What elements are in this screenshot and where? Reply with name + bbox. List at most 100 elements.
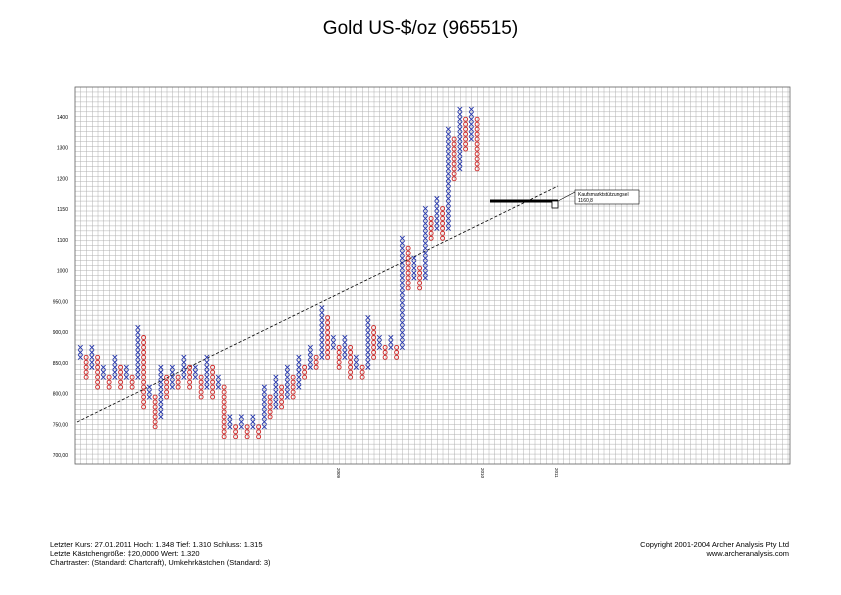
o-mark: [141, 369, 147, 375]
x-mark: [112, 369, 118, 375]
o-mark: [336, 364, 342, 370]
o-mark: [382, 349, 388, 355]
x-mark: [261, 399, 267, 405]
o-mark: [164, 389, 170, 395]
x-column: [457, 106, 463, 172]
plot-border: [74, 86, 791, 465]
o-mark: [221, 389, 227, 395]
x-mark: [158, 369, 164, 375]
o-mark: [371, 335, 377, 340]
o-mark: [141, 359, 147, 365]
x-mark: [250, 424, 256, 430]
o-mark: [198, 379, 204, 385]
o-mark: [198, 374, 204, 380]
o-mark: [394, 354, 400, 360]
x-mark: [422, 205, 428, 212]
o-mark: [336, 354, 342, 360]
o-mark: [187, 379, 193, 385]
x-column: [399, 235, 405, 350]
o-mark: [118, 364, 124, 370]
x-mark: [158, 384, 164, 390]
x-mark: [181, 354, 187, 360]
o-mark: [221, 419, 227, 425]
o-mark: [221, 404, 227, 410]
x-mark: [135, 369, 141, 375]
x-mark: [353, 354, 359, 360]
x-mark: [319, 334, 325, 341]
x-mark: [457, 121, 463, 127]
o-mark: [267, 414, 273, 420]
x-mark: [376, 344, 382, 350]
x-mark: [319, 310, 325, 316]
x-mark: [388, 344, 394, 350]
x-axis: 2009 2010 2011: [336, 468, 559, 479]
annotation-text-2: 1160,8: [578, 198, 593, 204]
x-mark: [422, 230, 428, 236]
x-tick-label: 2009: [336, 468, 341, 479]
x-mark: [399, 280, 405, 286]
x-mark: [457, 156, 463, 162]
x-mark: [434, 220, 440, 226]
y-tick-label: 900,00: [53, 330, 69, 336]
x-mark: [399, 285, 405, 291]
o-mark: [118, 374, 124, 380]
x-mark: [399, 260, 405, 266]
o-column: [474, 116, 480, 172]
x-mark: [146, 384, 152, 390]
x-mark: [399, 310, 405, 316]
chart-footer-info: Letzter Kurs: 27.01.2011 Hoch: 1.348 Tie…: [50, 540, 271, 567]
o-mark: [129, 379, 135, 385]
x-mark: [330, 339, 336, 346]
x-mark: [445, 176, 451, 182]
o-mark: [118, 379, 124, 385]
o-mark: [325, 349, 331, 355]
x-mark: [468, 131, 474, 137]
o-mark: [348, 369, 354, 375]
o-mark: [233, 424, 239, 430]
x-mark: [468, 121, 474, 127]
x-mark: [319, 315, 325, 321]
x-mark: [365, 364, 371, 370]
x-mark: [445, 186, 451, 192]
y-axis: 700,00 750,00 800,00 850,00 900,00 950,00 1000…: [53, 115, 69, 459]
x-mark: [307, 344, 313, 350]
o-mark: [371, 354, 377, 360]
x-mark: [135, 344, 141, 350]
chart-grid: [74, 86, 790, 465]
x-mark: [204, 379, 210, 385]
o-column: [336, 344, 342, 370]
o-mark: [141, 335, 147, 340]
x-column: [146, 384, 152, 400]
x-mark: [227, 419, 233, 425]
x-mark: [261, 384, 267, 390]
o-mark: [451, 151, 457, 157]
o-mark: [221, 414, 227, 420]
o-mark: [474, 151, 480, 157]
x-mark: [296, 384, 302, 390]
o-mark: [198, 384, 204, 390]
x-mark: [158, 374, 164, 380]
x-mark: [227, 424, 233, 430]
o-column: [440, 206, 446, 241]
o-mark: [267, 399, 273, 405]
x-column: [353, 354, 359, 370]
x-column: [411, 255, 417, 281]
o-mark: [474, 116, 480, 122]
x-mark: [399, 300, 405, 306]
x-mark: [445, 181, 451, 187]
x-mark: [158, 399, 164, 405]
x-mark: [319, 354, 325, 360]
o-column: [348, 344, 354, 380]
o-mark: [164, 394, 170, 400]
x-mark: [365, 334, 371, 341]
o-mark: [210, 389, 216, 395]
x-mark: [422, 210, 428, 217]
x-column: [181, 354, 187, 380]
o-mark: [141, 340, 147, 345]
x-mark: [273, 389, 279, 395]
o-column: [141, 335, 147, 410]
o-mark: [440, 220, 446, 226]
o-mark: [451, 176, 457, 182]
o-column: [164, 374, 170, 400]
x-mark: [250, 414, 256, 420]
